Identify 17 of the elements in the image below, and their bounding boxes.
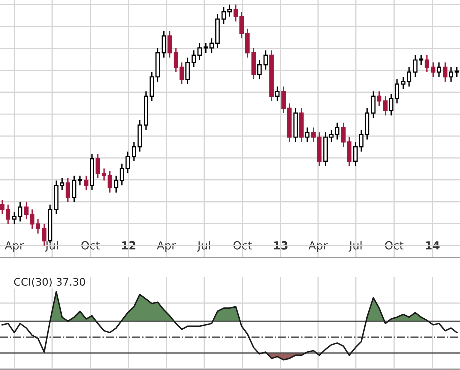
candlestick <box>383 96 388 116</box>
candlestick <box>305 127 310 143</box>
candlestick <box>66 178 70 204</box>
candlestick <box>377 90 382 107</box>
candlestick <box>168 30 172 58</box>
candlestick <box>84 175 89 192</box>
x-tick-label: Oct <box>82 241 100 250</box>
x-tick-label: 12 <box>122 241 136 250</box>
candlestick <box>186 57 190 85</box>
candlestick <box>437 62 442 78</box>
candlestick <box>443 62 448 83</box>
candlestick <box>162 30 166 58</box>
x-tick-label: Oct <box>234 241 252 250</box>
candlestick <box>371 90 376 119</box>
chart-title: CCI(30) 37.30 <box>14 278 86 288</box>
x-tick-label: 14 <box>426 242 440 250</box>
candlestick <box>275 86 280 102</box>
